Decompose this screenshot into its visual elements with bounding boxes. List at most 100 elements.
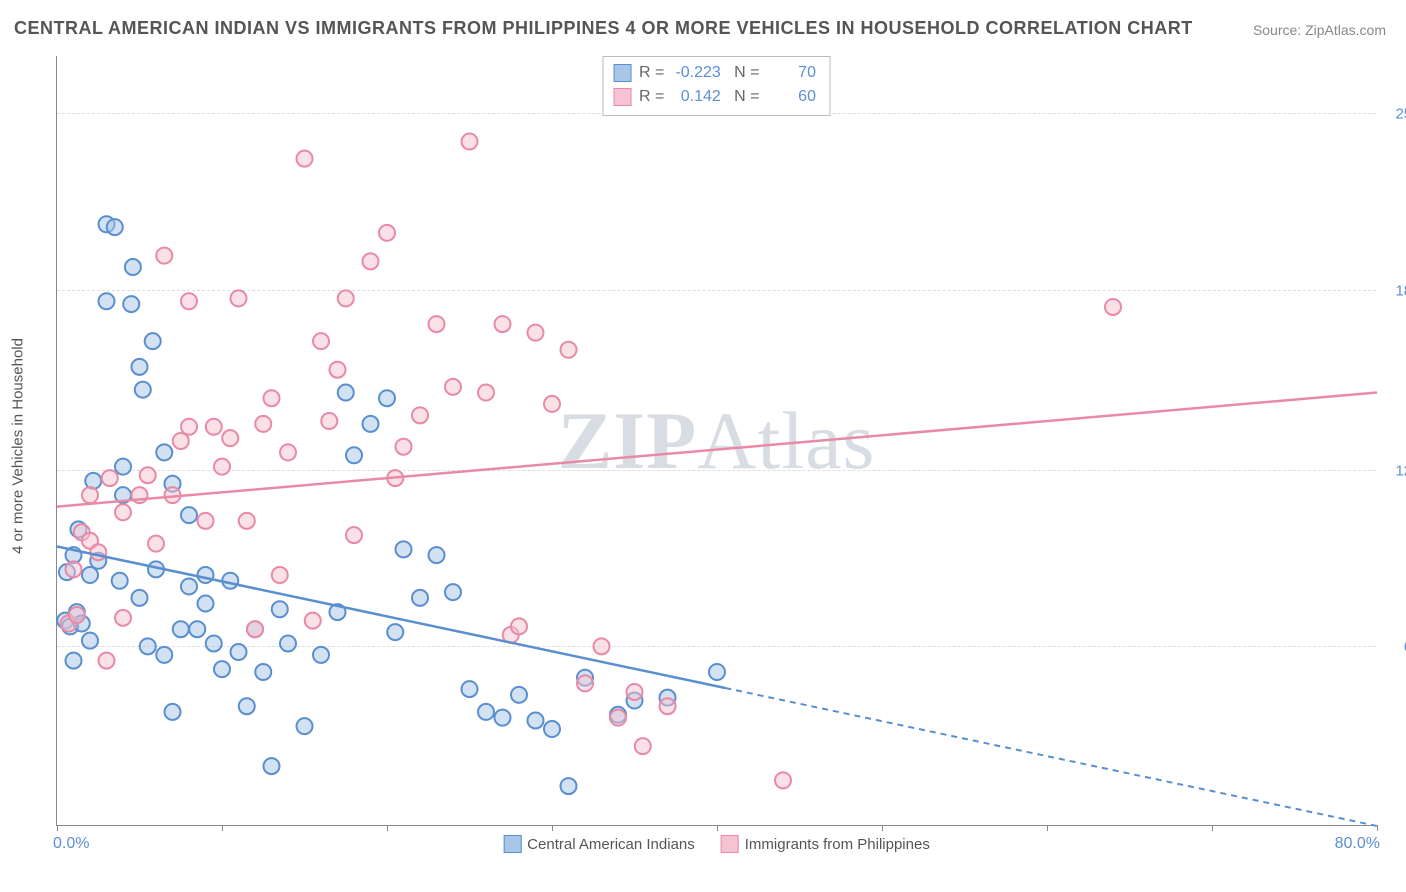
data-point: [272, 567, 288, 583]
legend: Central American Indians Immigrants from…: [503, 835, 930, 853]
data-point: [396, 439, 412, 455]
data-point: [462, 681, 478, 697]
y-tick-label: 18.8%: [1382, 282, 1406, 299]
x-tick: [1047, 825, 1048, 831]
data-point: [66, 561, 82, 577]
data-point: [338, 385, 354, 401]
data-point: [115, 610, 131, 626]
data-point: [107, 219, 123, 235]
y-tick-label: 12.5%: [1382, 462, 1406, 479]
data-point: [396, 541, 412, 557]
data-point: [272, 601, 288, 617]
trend-line-dashed: [725, 688, 1377, 826]
data-point: [69, 607, 85, 623]
data-point: [82, 567, 98, 583]
data-point: [346, 527, 362, 543]
data-point: [173, 621, 189, 637]
data-point: [90, 544, 106, 560]
data-point: [231, 290, 247, 306]
data-point: [429, 547, 445, 563]
chart-title: CENTRAL AMERICAN INDIAN VS IMMIGRANTS FR…: [14, 18, 1193, 39]
data-point: [511, 618, 527, 634]
data-point: [1105, 299, 1121, 315]
x-tick: [222, 825, 223, 831]
data-point: [561, 342, 577, 358]
data-point: [99, 293, 115, 309]
data-point: [102, 470, 118, 486]
y-tick-label: 25.0%: [1382, 106, 1406, 123]
data-point: [231, 644, 247, 660]
data-point: [709, 664, 725, 680]
data-point: [156, 444, 172, 460]
data-point: [338, 290, 354, 306]
data-point: [156, 647, 172, 663]
plot-area: 25.0%18.8%12.5%6.3% ZIPAtlas R = -0.223 …: [56, 56, 1376, 826]
data-point: [478, 385, 494, 401]
x-axis-max-label: 80.0%: [1335, 835, 1380, 853]
data-point: [82, 487, 98, 503]
data-point: [198, 596, 214, 612]
data-point: [363, 416, 379, 432]
data-point: [112, 573, 128, 589]
data-point: [132, 359, 148, 375]
source-attribution: Source: ZipAtlas.com: [1253, 22, 1386, 38]
y-tick-label: 6.3%: [1382, 639, 1406, 656]
data-point: [239, 698, 255, 714]
data-point: [140, 638, 156, 654]
data-point: [387, 624, 403, 640]
data-point: [214, 661, 230, 677]
trend-line-solid: [57, 393, 1377, 507]
data-point: [775, 772, 791, 788]
data-point: [264, 758, 280, 774]
data-point: [280, 444, 296, 460]
data-point: [99, 653, 115, 669]
data-point: [255, 664, 271, 680]
data-point: [82, 633, 98, 649]
data-point: [610, 710, 626, 726]
data-point: [445, 379, 461, 395]
data-point: [132, 590, 148, 606]
data-point: [528, 325, 544, 341]
data-point: [123, 296, 139, 312]
x-tick: [1212, 825, 1213, 831]
data-point: [445, 584, 461, 600]
data-point: [135, 382, 151, 398]
data-point: [156, 248, 172, 264]
x-tick: [1377, 825, 1378, 831]
data-point: [115, 459, 131, 475]
data-point: [297, 151, 313, 167]
x-axis-min-label: 0.0%: [53, 835, 89, 853]
data-point: [222, 430, 238, 446]
y-axis-label: 4 or more Vehicles in Household: [10, 338, 27, 554]
data-point: [189, 621, 205, 637]
data-point: [660, 698, 676, 714]
trend-line-solid: [57, 547, 725, 688]
data-point: [280, 635, 296, 651]
data-point: [140, 467, 156, 483]
data-point: [346, 447, 362, 463]
legend-label: Central American Indians: [527, 836, 695, 853]
data-point: [173, 433, 189, 449]
legend-label: Immigrants from Philippines: [745, 836, 930, 853]
data-point: [264, 390, 280, 406]
data-point: [627, 684, 643, 700]
data-point: [181, 507, 197, 523]
data-point: [594, 638, 610, 654]
data-point: [305, 613, 321, 629]
x-tick: [552, 825, 553, 831]
data-point: [379, 390, 395, 406]
data-point: [313, 333, 329, 349]
data-point: [511, 687, 527, 703]
data-point: [125, 259, 141, 275]
data-point: [321, 413, 337, 429]
data-point: [181, 419, 197, 435]
data-point: [206, 635, 222, 651]
data-point: [561, 778, 577, 794]
data-point: [66, 653, 82, 669]
data-point: [412, 590, 428, 606]
data-point: [239, 513, 255, 529]
data-point: [145, 333, 161, 349]
data-point: [115, 504, 131, 520]
data-point: [181, 578, 197, 594]
data-point: [544, 396, 560, 412]
